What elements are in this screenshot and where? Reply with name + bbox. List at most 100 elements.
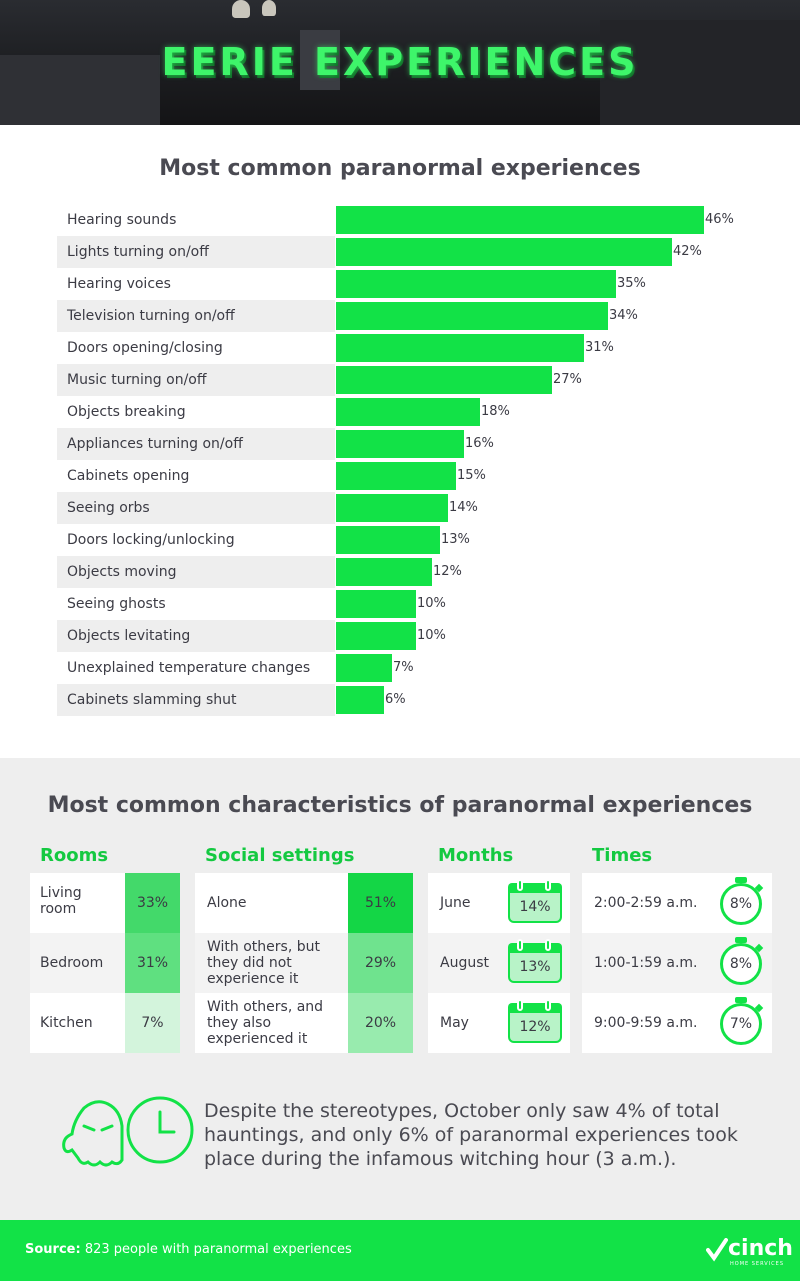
calendar-icon: 12% (508, 999, 562, 1043)
value-label: 27% (553, 372, 582, 387)
bar (336, 526, 440, 554)
source-text: Source: 823 people with paranormal exper… (25, 1242, 352, 1257)
value-label: 34% (609, 308, 638, 323)
stopwatch-knob (735, 877, 747, 883)
bar (336, 430, 464, 458)
bar (336, 558, 432, 586)
calendar-icon: 14% (508, 879, 562, 923)
value-label: 14% (449, 500, 478, 515)
times-value: 8% (720, 943, 762, 985)
bar (336, 366, 552, 394)
characteristics-section: Most common characteristics of paranorma… (0, 758, 800, 1220)
category-label: Objects breaking (67, 404, 186, 420)
times-row: 1:00-1:59 a.m. 8% (582, 933, 772, 993)
value-label: 12% (433, 564, 462, 579)
rooms-label: Living room (40, 885, 82, 917)
value-label: 35% (617, 276, 646, 291)
pendant-lamp-image (232, 0, 250, 18)
months-value: 14% (508, 893, 562, 923)
rooms-row: Bedroom 31% (30, 933, 180, 993)
header-banner: EERIE EXPERIENCES (0, 0, 800, 125)
times-label: 9:00-9:59 a.m. (594, 1015, 698, 1031)
months-label: August (440, 955, 489, 971)
window-image (300, 30, 340, 90)
source-value: 823 people with paranormal experiences (80, 1242, 352, 1257)
social-label: Alone (207, 895, 247, 911)
months-label: May (440, 1015, 469, 1031)
value-label: 7% (393, 660, 414, 675)
value-label: 6% (385, 692, 406, 707)
rooms-label: Kitchen (40, 1015, 93, 1031)
page-title: EERIE EXPERIENCES (161, 40, 639, 84)
category-label: Objects moving (67, 564, 177, 580)
calendar-ring (545, 939, 551, 951)
logo-wordmark: cinch (728, 1236, 793, 1261)
category-label: Doors opening/closing (67, 340, 223, 356)
months-row: June 14% (428, 873, 570, 933)
row-background (57, 428, 335, 460)
bar (336, 622, 416, 650)
stopwatch-icon: 8% (718, 877, 764, 927)
bar (336, 206, 704, 234)
category-label: Hearing voices (67, 276, 171, 292)
social-label: With others, but they did not experience… (207, 939, 320, 987)
shadow-image (600, 20, 800, 125)
value-label: 13% (441, 532, 470, 547)
row-background (57, 300, 335, 332)
times-value: 7% (720, 1003, 762, 1045)
category-label: Appliances turning on/off (67, 436, 243, 452)
bar (336, 302, 608, 330)
category-label: Objects levitating (67, 628, 191, 644)
value-label: 42% (673, 244, 702, 259)
category-label: Unexplained temperature changes (67, 660, 311, 676)
bar (336, 494, 448, 522)
pendant-lamp-image (262, 0, 276, 16)
social-row: Alone 51% (195, 873, 413, 933)
rooms-label: Bedroom (40, 955, 104, 971)
months-row: May 12% (428, 993, 570, 1053)
category-label: Doors locking/unlocking (67, 532, 235, 548)
social-label: With others, and they also experienced i… (207, 999, 324, 1047)
social-value: 20% (348, 993, 413, 1053)
footer: Source: 823 people with paranormal exper… (0, 1220, 800, 1281)
value-label: 10% (417, 628, 446, 643)
row-background (57, 364, 335, 396)
value-label: 31% (585, 340, 614, 355)
value-label: 46% (705, 212, 734, 227)
bar (336, 238, 672, 266)
stopwatch-icon: 7% (718, 997, 764, 1047)
calendar-icon: 13% (508, 939, 562, 983)
months-value: 13% (508, 953, 562, 983)
value-label: 16% (465, 436, 494, 451)
ghost-clock-icon (62, 1096, 194, 1167)
row-background (57, 236, 335, 268)
row-background (57, 492, 335, 524)
stopwatch-icon: 8% (718, 937, 764, 987)
calendar-ring (545, 879, 551, 891)
calendar-ring (517, 879, 523, 891)
category-label: Cabinets opening (67, 468, 190, 484)
rooms-value: 31% (125, 933, 180, 993)
bar (336, 686, 384, 714)
cinch-logo: cinch HOME SERVICES (706, 1234, 796, 1274)
checkmark-icon (706, 1238, 728, 1262)
category-label: Lights turning on/off (67, 244, 209, 260)
chart-title: Most common paranormal experiences (159, 156, 641, 181)
kitchen-cabinet-image (0, 55, 160, 125)
logo-tagline: HOME SERVICES (730, 1261, 785, 1267)
value-label: 15% (457, 468, 486, 483)
social-row: With others, and they also experienced i… (195, 993, 413, 1053)
rooms-heading: Rooms (40, 845, 109, 866)
section-title: Most common characteristics of paranorma… (47, 793, 753, 818)
times-label: 1:00-1:59 a.m. (594, 955, 698, 971)
row-background (57, 684, 335, 716)
calendar-ring (545, 999, 551, 1011)
category-label: Seeing orbs (67, 500, 150, 516)
row-background (57, 620, 335, 652)
bar (336, 590, 416, 618)
bar (336, 398, 480, 426)
rooms-row: Kitchen 7% (30, 993, 180, 1053)
times-row: 2:00-2:59 a.m. 8% (582, 873, 772, 933)
value-label: 10% (417, 596, 446, 611)
bar (336, 654, 392, 682)
